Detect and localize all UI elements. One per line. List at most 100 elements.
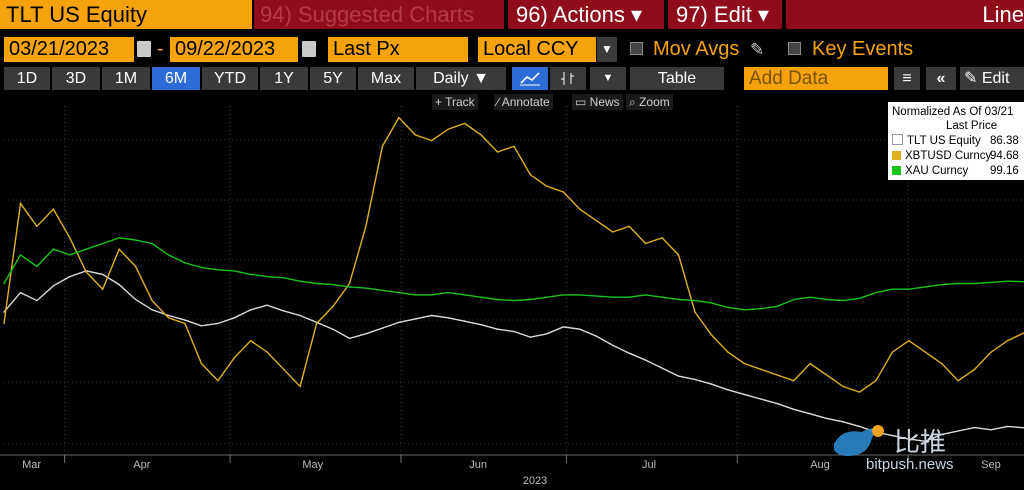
mov-avgs-checkbox[interactable] [630, 42, 643, 55]
data-point [825, 374, 828, 376]
data-point [69, 254, 71, 256]
edit-button[interactable]: ✎ Edit [960, 67, 1024, 90]
key-events-checkbox[interactable] [788, 42, 801, 55]
news-tool[interactable]: ▭ News [572, 94, 623, 110]
data-point [381, 289, 384, 292]
data-point [365, 287, 367, 289]
edit-menu[interactable]: 97) Edit ▾ [668, 0, 782, 29]
data-point [644, 242, 647, 245]
data-point [793, 408, 795, 410]
series-line [3, 237, 1024, 311]
price-field-select[interactable]: Last Px [328, 37, 468, 62]
add-data-input[interactable]: Add Data [744, 67, 888, 90]
data-point [184, 319, 186, 321]
data-point [19, 254, 22, 256]
legend-subtitle: Last Price [946, 120, 998, 132]
data-point [628, 352, 630, 354]
data-point [546, 333, 548, 335]
calendar-icon[interactable] [302, 41, 316, 57]
legend-item-name: XBTUSD Curncy [905, 150, 992, 162]
data-point [134, 298, 137, 301]
range-3d-button[interactable]: 3D [52, 67, 100, 90]
watermark-url: bitpush.news [866, 456, 954, 473]
data-point [200, 325, 203, 327]
bar-chart-icon[interactable] [550, 67, 586, 90]
data-point [595, 295, 597, 297]
data-point [299, 280, 301, 282]
data-point [36, 265, 38, 268]
data-point [612, 231, 614, 233]
chevron-down-icon[interactable]: ▼ [590, 67, 626, 90]
data-point [710, 302, 713, 304]
data-point [908, 288, 910, 290]
track-tool[interactable]: + Track [432, 94, 478, 110]
data-point [52, 285, 55, 287]
data-point [875, 380, 877, 382]
data-point [250, 273, 252, 276]
table-button[interactable]: Table [630, 67, 724, 90]
range-6m-button[interactable]: 6M [152, 67, 200, 90]
range-ytd-button[interactable]: YTD [202, 67, 258, 90]
data-point [941, 433, 943, 436]
bird-logo-icon [834, 425, 884, 456]
security-field[interactable]: TLT US Equity [0, 0, 252, 29]
data-point [941, 362, 943, 365]
data-point [381, 145, 384, 147]
range-1y-button[interactable]: 1Y [260, 67, 308, 90]
legend-swatch [892, 166, 901, 175]
data-point [924, 440, 926, 442]
calendar-icon[interactable] [137, 41, 151, 57]
chevron-down-icon[interactable]: ▼ [597, 37, 617, 62]
zoom-tool[interactable]: ⌕ Zoom [626, 94, 673, 110]
data-point [283, 368, 285, 370]
data-point [529, 336, 532, 338]
data-point [924, 351, 926, 353]
currency-select[interactable]: Local CCY [478, 37, 596, 62]
data-point [990, 281, 992, 284]
menu-icon[interactable]: ≡ [894, 67, 920, 90]
data-point [167, 254, 170, 256]
annotate-tool[interactable]: ∕ Annotate [494, 94, 553, 110]
data-point [891, 288, 894, 290]
data-point [348, 337, 351, 340]
data-point [529, 298, 532, 301]
data-point [52, 248, 55, 250]
range-1d-button[interactable]: 1D [4, 67, 50, 90]
x-tick-label: Apr [133, 459, 150, 471]
period-select[interactable]: Daily ▼ [416, 67, 506, 90]
data-point [595, 335, 597, 337]
start-date-input[interactable]: 03/21/2023 [4, 37, 134, 62]
range-5y-button[interactable]: 5Y [310, 67, 356, 90]
data-point [760, 308, 762, 310]
data-point [858, 391, 861, 393]
pencil-icon[interactable]: ✎ [750, 40, 765, 59]
annotate-icon: ∕ [497, 95, 502, 109]
actions-menu[interactable]: 96) Actions ▾ [508, 0, 664, 29]
data-point [19, 202, 22, 205]
data-point [365, 225, 367, 227]
crosshair-icon: + [435, 95, 446, 109]
end-date-input[interactable]: 09/22/2023 [170, 37, 298, 62]
data-point [694, 378, 696, 381]
line-chart-icon[interactable] [512, 67, 548, 90]
data-point [463, 294, 466, 296]
data-point [825, 298, 828, 301]
collapse-icon[interactable]: « [926, 67, 956, 90]
range-max-button[interactable]: Max [358, 67, 414, 90]
data-point [941, 283, 943, 286]
news-icon: ▭ [575, 95, 590, 109]
pencil-icon: ✎ [964, 70, 982, 87]
data-point [628, 225, 630, 227]
data-point [776, 374, 778, 376]
data-point [184, 322, 186, 325]
data-point [579, 208, 581, 210]
data-point [69, 237, 71, 239]
data-point [496, 151, 499, 153]
data-point [414, 134, 416, 136]
range-1m-button[interactable]: 1M [102, 67, 150, 90]
data-point [858, 297, 861, 300]
data-point [3, 311, 5, 313]
suggested-charts-button[interactable]: 94) Suggested Charts [254, 0, 504, 29]
data-point [134, 265, 137, 268]
